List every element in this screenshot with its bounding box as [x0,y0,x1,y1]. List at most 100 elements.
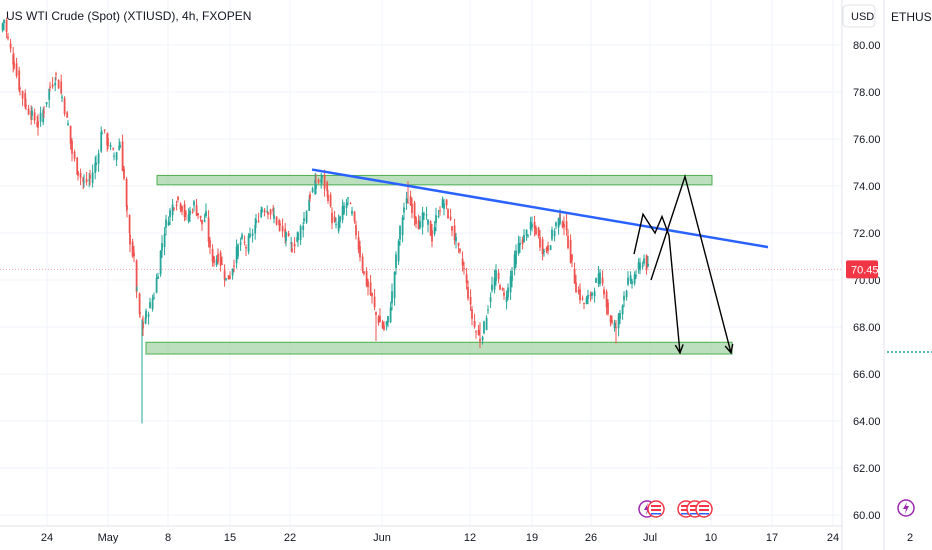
candle-body [9,43,12,49]
candle-body [617,314,620,329]
candle-body [475,331,477,333]
candle-body [107,137,109,146]
currency-button[interactable]: USD [842,4,876,28]
candle-body [627,277,629,285]
candle-body [385,321,388,326]
candle-body [273,214,275,219]
candle-body [115,152,118,160]
candle-body [519,242,521,246]
candle-body [507,287,509,298]
candle-body [613,322,616,329]
projection-arrowhead-2 [724,343,734,355]
candle-body [260,209,263,218]
candle-body [42,110,45,123]
candle-body [290,242,293,244]
candle-body [637,262,640,269]
candle-body [439,210,441,212]
candle-body [581,298,584,300]
price-tick-label: 72.00 [853,228,881,240]
drawings [311,168,769,355]
candle-body [229,276,231,279]
candle-body [383,325,385,330]
candle-body [187,214,190,222]
lightning-event-icon[interactable] [897,499,915,517]
candles [1,17,649,424]
candle-body [501,288,504,290]
candle-body [367,280,369,288]
candle-body [333,216,336,222]
candle-body [5,19,8,32]
candle-body [247,235,250,252]
candle-body [77,171,79,176]
candle-body [311,188,314,192]
us-flag-event-icon[interactable] [695,500,713,518]
candle-body [563,224,565,228]
candle-body [203,219,206,222]
candle-body [278,220,281,226]
candle-body [297,232,299,241]
candle-body [497,272,500,280]
candle-body [353,211,356,222]
currency-label: USD [851,11,874,23]
candle-body [463,268,465,270]
candle-body [585,297,588,305]
candle-body [395,254,397,269]
candle-body [207,217,210,242]
candle-body [103,129,106,131]
candle-body [531,224,533,227]
last-price-badge: 70.45 [846,260,879,279]
projection-path-1 [633,212,681,353]
candle-body [537,227,540,236]
candle-body [308,199,311,211]
candle-body [323,174,326,189]
candle-body [61,96,63,99]
candle-body [529,221,532,230]
candle-body [359,246,361,258]
candle-body [573,268,576,284]
descending-trendline [311,168,769,249]
candle-body [337,221,340,232]
candle-body [567,235,569,248]
candle-body [123,168,125,179]
candle-body [591,292,593,296]
candle-body [469,296,472,305]
candle-body [487,309,489,311]
candle-body [89,174,91,179]
candle-body [409,196,412,206]
candle-body [131,241,134,257]
candle-body [261,208,263,212]
candle-body [435,215,437,224]
event-icons[interactable] [638,499,915,518]
candle-body [309,194,311,199]
candle-body [291,248,293,252]
price-tick-label: 74.00 [853,181,881,193]
candle-body [315,184,317,189]
candle-body [235,246,238,264]
candle-body [467,286,469,299]
candle-body [169,210,171,218]
candle-body [449,216,452,220]
candle-body [126,205,128,210]
candle-body [391,291,393,304]
candle-body [407,202,409,204]
candle-body [79,173,82,178]
candle-body [175,204,178,207]
candle-body [357,237,360,250]
candle-body [399,226,401,240]
price-tick-label: 78.00 [853,87,881,99]
candle-body [142,321,144,329]
candle-body [447,209,449,219]
candle-body [223,270,226,280]
candle-body [191,211,194,213]
candle-body [411,203,413,213]
candle-body [163,234,166,248]
candle-body [39,112,42,122]
candle-body [641,265,644,267]
candle-body [76,157,79,175]
candle-body [547,245,549,252]
candle-body [533,221,536,229]
us-flag-event-icon[interactable] [647,500,665,518]
candle-body [331,212,333,224]
